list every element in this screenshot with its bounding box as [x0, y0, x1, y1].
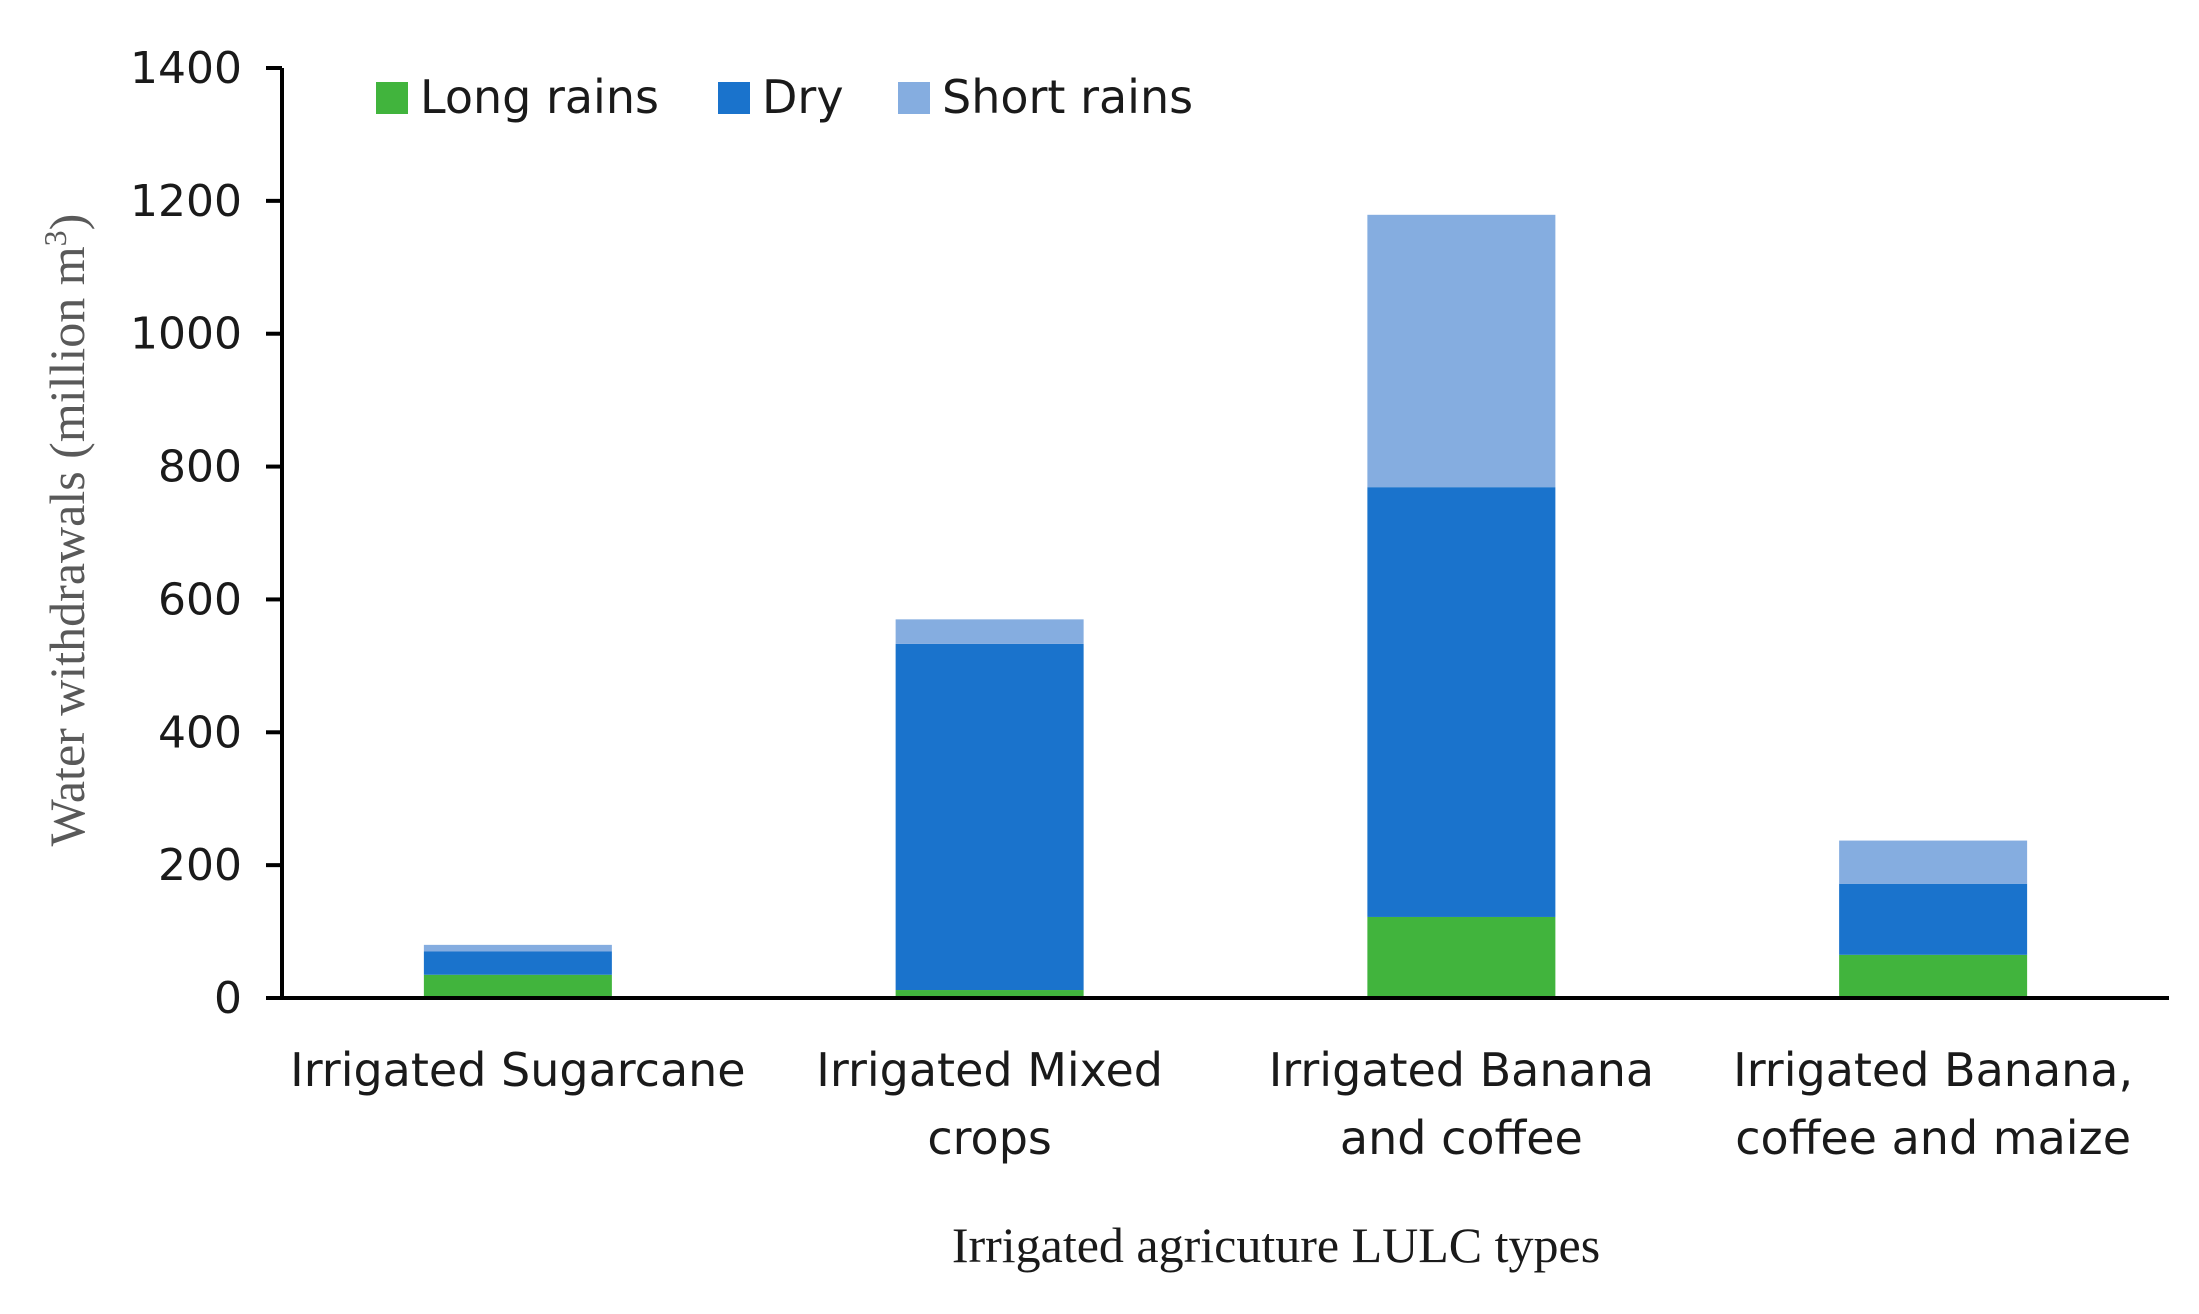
bar-segment-dry: [1839, 883, 2028, 955]
x-axis-title: Irrigated agricuture LULC types: [952, 1217, 1600, 1273]
axes-group: [280, 68, 2169, 1000]
x-category-label-line: Irrigated Sugarcane: [290, 1043, 746, 1097]
legend-swatch-long-rains: [376, 82, 408, 114]
x-category-label: Irrigated Sugarcane: [290, 1043, 746, 1097]
legend-label: Short rains: [942, 70, 1193, 124]
legend-swatch-short-rains: [898, 82, 930, 114]
y-tick-label: 400: [158, 707, 242, 758]
y-axis-title-superscript: 3: [37, 230, 73, 246]
bar-segment-dry: [1367, 487, 1556, 917]
x-category-label: Irrigated Banana and coffee: [1269, 1043, 1654, 1165]
x-category-label-line: crops: [927, 1111, 1052, 1165]
y-axis-title-suffix: ): [39, 214, 95, 231]
x-category-label-line: Irrigated Banana: [1269, 1043, 1654, 1097]
bar-segment-short-rains: [1367, 214, 1556, 488]
bar-segment-long-rains: [1367, 916, 1556, 998]
legend-label: Long rains: [420, 70, 659, 124]
y-tick-label: 600: [158, 574, 242, 625]
y-tick-label: 1400: [130, 43, 242, 94]
bar-segment-short-rains: [895, 619, 1084, 644]
legend-swatch-dry: [718, 82, 750, 114]
bar-segment-long-rains: [423, 974, 612, 998]
y-tick-label: 1000: [130, 309, 242, 360]
bar-segment-long-rains: [1839, 954, 2028, 998]
bar-segment-dry: [895, 643, 1084, 991]
y-tick-label: 200: [158, 840, 242, 891]
x-category-label: Irrigated Banana, coffee and maize: [1733, 1043, 2133, 1165]
x-category-label-line: Irrigated Banana,: [1733, 1043, 2133, 1097]
x-category-label: Irrigated Mixed crops: [816, 1043, 1163, 1165]
y-axis-title: Water withdrawals (million m3): [37, 214, 95, 847]
bar-segment-long-rains: [895, 990, 1084, 998]
legend: Long rains Dry Short rains: [376, 70, 1193, 124]
x-category-label-line: coffee and maize: [1735, 1111, 2131, 1165]
x-category-label-line: Irrigated Mixed: [816, 1043, 1163, 1097]
y-tick-label: 1200: [130, 176, 242, 227]
bar-segment-short-rains: [1839, 840, 2028, 884]
x-category-label-line: and coffee: [1340, 1111, 1583, 1165]
y-axis-title-main: Water withdrawals (million m: [39, 246, 95, 846]
y-tick-label: 0: [214, 973, 242, 1024]
bar-segment-short-rains: [423, 944, 612, 952]
y-ticks-group: 0 200 400 600 800 1000 1200 1400: [130, 43, 282, 1024]
bar-segment-dry: [423, 951, 612, 975]
legend-label: Dry: [762, 70, 844, 124]
bars-group: [423, 214, 2028, 998]
y-tick-label: 800: [158, 442, 242, 493]
x-category-labels: Irrigated Sugarcane Irrigated Mixed cropsI…: [290, 1043, 2133, 1165]
